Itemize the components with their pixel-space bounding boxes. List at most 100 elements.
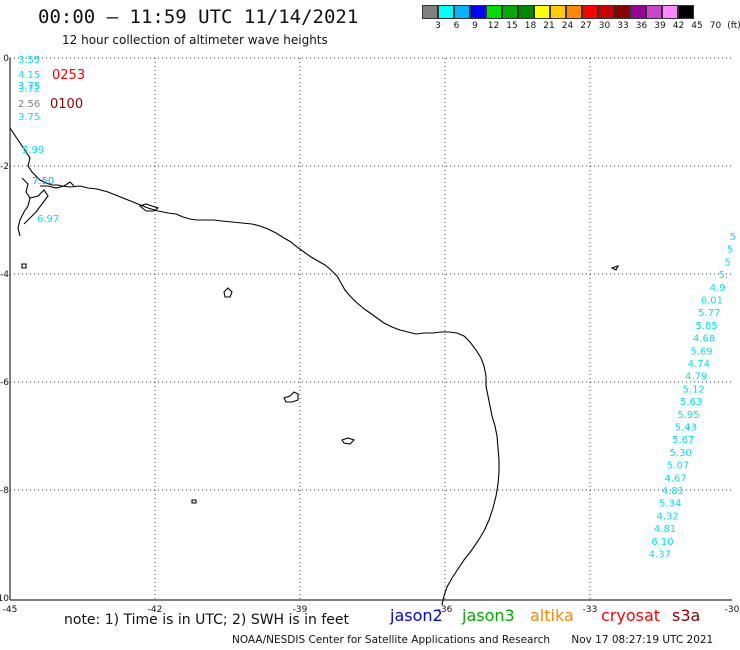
- color-scale: [422, 5, 694, 19]
- color-scale-label: 21: [543, 21, 555, 31]
- x-tick-label: -33: [583, 605, 598, 615]
- color-swatch: [550, 5, 566, 19]
- x-tick-label: -45: [3, 605, 18, 615]
- wave-height-label: 5: [727, 245, 733, 256]
- page-title: 00:00 – 11:59 UTC 11/14/2021: [38, 6, 359, 28]
- x-tick-label: -39: [293, 605, 308, 615]
- wave-height-label: 6.97: [37, 214, 59, 225]
- y-tick-label: -4: [0, 270, 9, 280]
- color-swatch: [470, 5, 486, 19]
- satellite-legend-jason3: jason3: [462, 606, 515, 625]
- wave-height-label: 5.07: [667, 461, 689, 472]
- color-swatch: [598, 5, 614, 19]
- color-scale-label: 39: [654, 21, 666, 31]
- island: [223, 287, 233, 298]
- footer-timestamp: Nov 17 08:27:19 UTC 2021: [571, 634, 714, 646]
- wave-height-label: 2.56: [18, 99, 40, 110]
- y-tick-label: -10: [0, 594, 9, 604]
- satellite-legend-altika: altika: [530, 606, 574, 625]
- color-scale-label: 9: [472, 21, 478, 31]
- color-swatch: [662, 5, 678, 19]
- color-swatch: [582, 5, 598, 19]
- color-swatch: [518, 5, 534, 19]
- color-swatch: [614, 5, 630, 19]
- color-swatch: [678, 5, 694, 19]
- pass-time-label: 0253: [52, 68, 85, 83]
- wave-height-label: 3.75: [18, 112, 40, 123]
- pass-time-label: 0100: [50, 97, 83, 112]
- color-scale-label: 24: [561, 21, 574, 31]
- color-scale-label: 12: [487, 21, 500, 31]
- y-tick-label: -2: [0, 162, 9, 172]
- wave-height-label: 3.55: [18, 55, 40, 66]
- island: [138, 203, 160, 212]
- color-swatch: [422, 5, 438, 19]
- wave-height-label: 5.63: [680, 397, 702, 408]
- color-swatch: [566, 5, 582, 19]
- wave-height-label: 6.01: [701, 296, 723, 307]
- color-scale-label: 45: [691, 21, 703, 31]
- wave-height-label: 5.43: [675, 423, 697, 434]
- wave-height-label: 4.81: [662, 486, 684, 497]
- color-scale-label: 6: [453, 21, 460, 31]
- y-tick-label: -6: [0, 378, 9, 388]
- color-swatch: [454, 5, 470, 19]
- color-scale-label: 70: [709, 21, 722, 31]
- wave-height-label: 6.10: [651, 537, 673, 548]
- map-grid: -45 -42 -39 -36 -33 -30 0 -2 -4 -6 -8 -10: [0, 54, 740, 615]
- island: [191, 499, 197, 504]
- island: [341, 437, 356, 445]
- x-tick-label: -30: [725, 605, 740, 615]
- color-scale-labels: 3 6 9 12 15 18 21 24 27 30 33 36 39 42 45 70 (ft): [422, 21, 740, 33]
- wave-height-label: 4.81: [654, 524, 676, 535]
- wave-height-label: 5.67: [672, 435, 694, 446]
- wave-height-labels: 3.554.153.753.722.563.755.997.506.970253…: [18, 55, 736, 561]
- color-swatch: [534, 5, 550, 19]
- coastline: [9, 127, 620, 606]
- wave-height-label: 4.32: [657, 511, 679, 522]
- y-tick-label: -8: [0, 486, 9, 496]
- wave-height-label: 5.69: [690, 346, 712, 357]
- wave-height-label: 4.9: [710, 283, 726, 294]
- island: [610, 265, 620, 271]
- x-tick-label: -36: [438, 605, 453, 615]
- wave-height-label: 4.68: [693, 334, 715, 345]
- footer-org: NOAA/NESDIS Center for Satellite Applica…: [232, 634, 550, 646]
- color-swatch: [630, 5, 646, 19]
- wave-height-label: 7.50: [32, 176, 54, 187]
- wave-height-label: 4.74: [688, 359, 710, 370]
- wave-height-label: 5.77: [698, 308, 720, 319]
- color-scale-label: (ft): [727, 21, 740, 31]
- wave-height-label: 5: [730, 232, 736, 243]
- color-scale-label: 33: [617, 21, 629, 31]
- color-scale-label: 27: [580, 21, 592, 31]
- wave-height-label: 5.99: [22, 145, 44, 156]
- color-swatch: [646, 5, 662, 19]
- wave-height-label: 5.12: [683, 384, 705, 395]
- wave-height-label: 5.34: [659, 499, 681, 510]
- wave-height-label: 4.37: [649, 550, 671, 561]
- color-swatch: [438, 5, 454, 19]
- island: [283, 391, 299, 403]
- wave-height-label: 5.30: [670, 448, 692, 459]
- satellite-legend-s3a: s3a: [672, 606, 701, 625]
- wave-height-label: 4.67: [664, 473, 686, 484]
- units-note: note: 1) Time is in UTC; 2) SWH is in fe…: [64, 612, 350, 628]
- color-scale-label: 30: [598, 21, 611, 31]
- color-scale-label: 36: [635, 21, 648, 31]
- color-swatch: [486, 5, 502, 19]
- footer: NOAA/NESDIS Center for Satellite Applica…: [232, 634, 713, 646]
- page-subtitle: 12 hour collection of altimeter wave hei…: [62, 33, 328, 47]
- color-scale-label: 15: [506, 21, 518, 31]
- color-swatch: [502, 5, 518, 19]
- wave-height-label: 5.85: [696, 321, 718, 332]
- wave-height-label: 4.15: [18, 70, 40, 81]
- y-tick-label: 0: [3, 54, 9, 64]
- wave-height-label: 4.79: [685, 372, 707, 383]
- wave-height-label: 5: [724, 257, 730, 268]
- satellite-legend-jason2: jason2: [390, 606, 443, 625]
- x-tick-label: -42: [148, 605, 163, 615]
- coastline-path: [61, 185, 500, 606]
- island: [21, 263, 27, 269]
- wave-height-label: 5.: [719, 270, 729, 281]
